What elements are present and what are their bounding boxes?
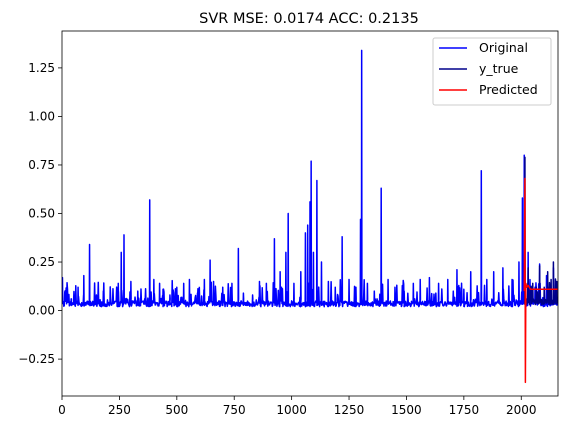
x-tick-label: 2000: [506, 403, 537, 417]
chart-title: SVR MSE: 0.0174 ACC: 0.2135: [199, 11, 419, 27]
legend-label-predicted: Predicted: [479, 82, 538, 97]
y-tick-label: 0.75: [28, 158, 55, 172]
legend: Original y_true Predicted: [432, 37, 552, 106]
axes: 0 250 500 750 1000 1250 1500 1750 2000 −0.25 0.00 0…: [18, 61, 536, 417]
legend-box: [432, 37, 552, 106]
y-tick-label: 0.00: [28, 304, 55, 318]
x-tick-label: 1500: [391, 403, 422, 417]
x-tick-label: 250: [108, 403, 131, 417]
x-tick-label: 500: [165, 403, 188, 417]
x-tick-label: 750: [223, 403, 246, 417]
x-tick-label: 1750: [449, 403, 480, 417]
y-tick-label: 0.25: [28, 255, 55, 269]
series-line-original: [62, 49, 558, 308]
x-tick-label: 1250: [334, 403, 365, 417]
y-tick-label: 1.00: [28, 109, 55, 123]
y-tick-label: −0.25: [18, 352, 55, 366]
y-tick-label: 1.25: [28, 61, 55, 75]
plot-area: [62, 49, 558, 384]
x-tick-label: 0: [58, 403, 66, 417]
legend-label-y-true: y_true: [479, 61, 519, 76]
x-tick-label: 1000: [276, 403, 307, 417]
legend-label-original: Original: [479, 40, 528, 55]
y-tick-label: 0.50: [28, 207, 55, 221]
series-line-predicted: [523, 177, 558, 384]
series-line-y-true: [523, 156, 558, 306]
